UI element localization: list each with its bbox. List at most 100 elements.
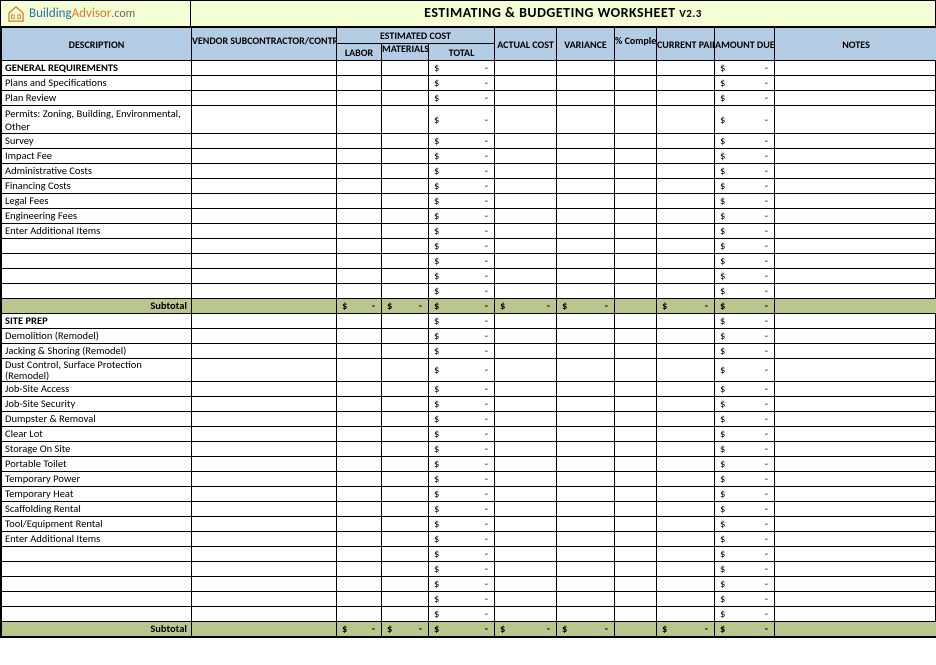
cell-complete[interactable] (615, 76, 657, 91)
cell-vendor[interactable] (192, 592, 337, 607)
cell-actual[interactable] (495, 91, 557, 106)
cell-variance[interactable] (557, 472, 615, 487)
cell-notes[interactable] (775, 91, 936, 106)
cell-description[interactable]: Legal Fees (2, 194, 192, 209)
cell-variance[interactable] (557, 547, 615, 562)
cell-total[interactable]: $- (429, 359, 495, 382)
cell-materials[interactable] (382, 344, 429, 359)
cell-due[interactable]: $- (715, 577, 775, 592)
cell-due[interactable]: $- (715, 487, 775, 502)
cell-materials[interactable] (382, 134, 429, 149)
cell-vendor[interactable] (192, 502, 337, 517)
cell-complete[interactable] (615, 134, 657, 149)
cell-due[interactable]: $- (715, 254, 775, 269)
cell-complete[interactable] (615, 592, 657, 607)
cell-notes[interactable] (775, 209, 936, 224)
cell-due[interactable]: $- (715, 76, 775, 91)
cell-complete[interactable] (615, 106, 657, 134)
cell-variance[interactable] (557, 577, 615, 592)
cell-labor[interactable] (337, 457, 382, 472)
table-row[interactable]: Engineering Fees$-$- (2, 209, 936, 224)
cell-due[interactable]: $- (715, 457, 775, 472)
cell-description[interactable] (2, 269, 192, 284)
cell-vendor[interactable] (192, 134, 337, 149)
cell-materials[interactable] (382, 577, 429, 592)
cell-paid[interactable] (657, 427, 715, 442)
cell-vendor[interactable] (192, 382, 337, 397)
cell-paid[interactable] (657, 547, 715, 562)
cell-due[interactable]: $- (715, 427, 775, 442)
cell-complete[interactable] (615, 562, 657, 577)
cell-complete[interactable] (615, 254, 657, 269)
cell-due[interactable]: $- (715, 607, 775, 622)
cell-variance[interactable] (557, 209, 615, 224)
table-row[interactable]: $-$- (2, 607, 936, 622)
cell-labor[interactable] (337, 397, 382, 412)
table-row[interactable]: Storage On Site$-$- (2, 442, 936, 457)
cell-paid[interactable] (657, 284, 715, 299)
cell-vendor[interactable] (192, 149, 337, 164)
cell-paid[interactable] (657, 442, 715, 457)
cell-materials[interactable] (382, 592, 429, 607)
cell-total[interactable]: $- (429, 577, 495, 592)
cell-complete[interactable] (615, 487, 657, 502)
cell-actual[interactable] (495, 76, 557, 91)
cell-vendor[interactable] (192, 472, 337, 487)
cell-vendor[interactable] (192, 284, 337, 299)
cell-labor[interactable] (337, 329, 382, 344)
cell-description[interactable]: Plan Review (2, 91, 192, 106)
cell-labor[interactable] (337, 179, 382, 194)
table-row[interactable]: Impact Fee$-$- (2, 149, 936, 164)
table-row[interactable]: Plans and Specifications$-$- (2, 76, 936, 91)
cell-notes[interactable] (775, 562, 936, 577)
cell-actual[interactable] (495, 164, 557, 179)
cell-complete[interactable] (615, 344, 657, 359)
cell-variance[interactable] (557, 487, 615, 502)
cell-variance[interactable] (557, 562, 615, 577)
cell-vendor[interactable] (192, 517, 337, 532)
cell-due[interactable]: $- (715, 149, 775, 164)
cell-description[interactable]: Clear Lot (2, 427, 192, 442)
cell-labor[interactable] (337, 359, 382, 382)
cell-notes[interactable] (775, 577, 936, 592)
table-row[interactable]: Permits: Zoning, Building, Environmental… (2, 106, 936, 134)
cell-paid[interactable] (657, 382, 715, 397)
cell-vendor[interactable] (192, 106, 337, 134)
cell-variance[interactable] (557, 412, 615, 427)
cell-actual[interactable] (495, 457, 557, 472)
cell-actual[interactable] (495, 149, 557, 164)
cell-labor[interactable] (337, 239, 382, 254)
cell-variance[interactable] (557, 149, 615, 164)
cell-notes[interactable] (775, 76, 936, 91)
cell-description[interactable]: Plans and Specifications (2, 76, 192, 91)
cell-actual[interactable] (495, 269, 557, 284)
cell-complete[interactable] (615, 359, 657, 382)
cell-complete[interactable] (615, 239, 657, 254)
cell-labor[interactable] (337, 269, 382, 284)
cell-paid[interactable] (657, 562, 715, 577)
cell-materials[interactable] (382, 532, 429, 547)
cell-total[interactable]: $- (429, 517, 495, 532)
cell-labor[interactable] (337, 91, 382, 106)
cell-variance[interactable] (557, 164, 615, 179)
cell-paid[interactable] (657, 239, 715, 254)
cell-labor[interactable] (337, 442, 382, 457)
cell-notes[interactable] (775, 442, 936, 457)
cell-actual[interactable] (495, 179, 557, 194)
cell-notes[interactable] (775, 359, 936, 382)
cell-materials[interactable] (382, 397, 429, 412)
cell-vendor[interactable] (192, 224, 337, 239)
cell-variance[interactable] (557, 239, 615, 254)
cell-complete[interactable] (615, 397, 657, 412)
table-row[interactable]: Survey$-$- (2, 134, 936, 149)
table-row[interactable]: Enter Additional Items$-$- (2, 224, 936, 239)
cell-description[interactable]: Survey (2, 134, 192, 149)
cell-description[interactable]: Administrative Costs (2, 164, 192, 179)
cell-complete[interactable] (615, 179, 657, 194)
cell-complete[interactable] (615, 284, 657, 299)
cell-materials[interactable] (382, 427, 429, 442)
cell-due[interactable]: $- (715, 547, 775, 562)
cell-materials[interactable] (382, 412, 429, 427)
cell-labor[interactable] (337, 502, 382, 517)
cell-paid[interactable] (657, 179, 715, 194)
